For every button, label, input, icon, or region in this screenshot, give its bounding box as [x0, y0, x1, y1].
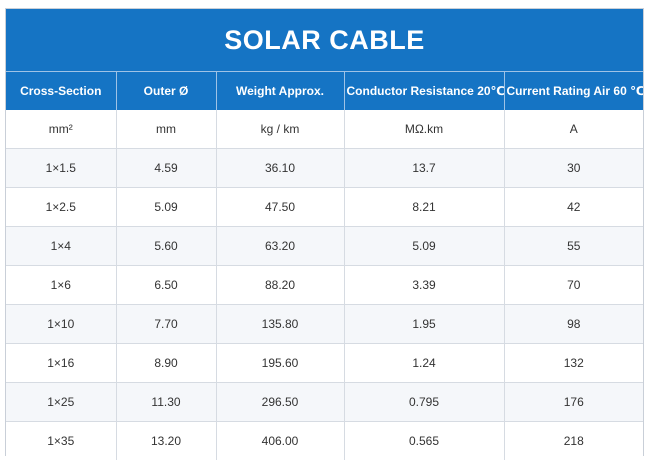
- unit-cell: mm²: [6, 110, 117, 149]
- table-row: 1×6 6.50 88.20 3.39 70: [6, 265, 643, 305]
- title-bar: SOLAR CABLE: [6, 9, 643, 72]
- cell-weight: 135.80: [216, 304, 345, 344]
- table-row: 1×25 11.30 296.50 0.795 176: [6, 382, 643, 422]
- cell-conductor-resistance: 0.795: [344, 382, 505, 422]
- cell-outer-diameter: 4.59: [116, 148, 217, 188]
- cell-cross-section: 1×35: [6, 421, 117, 460]
- cell-cross-section: 1×10: [6, 304, 117, 344]
- cell-outer-diameter: 13.20: [116, 421, 217, 460]
- cell-conductor-resistance: 3.39: [344, 265, 505, 305]
- unit-cell: kg / km: [216, 110, 345, 149]
- cell-outer-diameter: 5.09: [116, 187, 217, 227]
- table-row: 1×4 5.60 63.20 5.09 55: [6, 226, 643, 266]
- cell-outer-diameter: 5.60: [116, 226, 217, 266]
- header-conductor-resistance: Conductor Resistance 20℃: [344, 72, 505, 110]
- cell-current-rating: 70: [504, 265, 643, 305]
- cell-conductor-resistance: 5.09: [344, 226, 505, 266]
- page-title: SOLAR CABLE: [224, 24, 425, 55]
- cell-outer-diameter: 11.30: [116, 382, 217, 422]
- header-cross-section: Cross-Section: [6, 72, 117, 110]
- cell-conductor-resistance: 0.565: [344, 421, 505, 460]
- cell-outer-diameter: 6.50: [116, 265, 217, 305]
- cell-conductor-resistance: 13.7: [344, 148, 505, 188]
- cell-cross-section: 1×16: [6, 343, 117, 383]
- cell-current-rating: 132: [504, 343, 643, 383]
- cell-cross-section: 1×2.5: [6, 187, 117, 227]
- cell-weight: 63.20: [216, 226, 345, 266]
- cell-weight: 88.20: [216, 265, 345, 305]
- unit-cell: mm: [116, 110, 217, 149]
- cell-outer-diameter: 8.90: [116, 343, 217, 383]
- table-row: 1×1.5 4.59 36.10 13.7 30: [6, 148, 643, 188]
- cell-weight: 406.00: [216, 421, 345, 460]
- header-row: Cross-Section Outer Ø Weight Approx. Con…: [6, 72, 643, 110]
- cell-weight: 296.50: [216, 382, 345, 422]
- table-row: 1×35 13.20 406.00 0.565 218: [6, 421, 643, 460]
- cell-current-rating: 42: [504, 187, 643, 227]
- cell-conductor-resistance: 8.21: [344, 187, 505, 227]
- table-row: 1×16 8.90 195.60 1.24 132: [6, 343, 643, 383]
- spec-table: Cross-Section Outer Ø Weight Approx. Con…: [6, 72, 643, 460]
- cell-current-rating: 55: [504, 226, 643, 266]
- table-row: 1×10 7.70 135.80 1.95 98: [6, 304, 643, 344]
- header-current-rating: Current Rating Air 60 ℃: [504, 72, 643, 110]
- cell-cross-section: 1×1.5: [6, 148, 117, 188]
- unit-row: mm² mm kg / km MΩ.km A: [6, 110, 643, 149]
- cell-conductor-resistance: 1.24: [344, 343, 505, 383]
- header-weight: Weight Approx.: [216, 72, 345, 110]
- unit-cell: A: [504, 110, 643, 149]
- cell-cross-section: 1×6: [6, 265, 117, 305]
- cell-current-rating: 30: [504, 148, 643, 188]
- unit-cell: MΩ.km: [344, 110, 505, 149]
- cell-weight: 195.60: [216, 343, 345, 383]
- cell-weight: 47.50: [216, 187, 345, 227]
- cell-current-rating: 176: [504, 382, 643, 422]
- spec-sheet: SOLAR CABLE Cross-Section Outer Ø Weight…: [5, 8, 644, 460]
- cell-current-rating: 98: [504, 304, 643, 344]
- cell-current-rating: 218: [504, 421, 643, 460]
- cell-weight: 36.10: [216, 148, 345, 188]
- table-row: 1×2.5 5.09 47.50 8.21 42: [6, 187, 643, 227]
- cell-cross-section: 1×25: [6, 382, 117, 422]
- header-outer-diameter: Outer Ø: [116, 72, 217, 110]
- cell-outer-diameter: 7.70: [116, 304, 217, 344]
- cell-cross-section: 1×4: [6, 226, 117, 266]
- cell-conductor-resistance: 1.95: [344, 304, 505, 344]
